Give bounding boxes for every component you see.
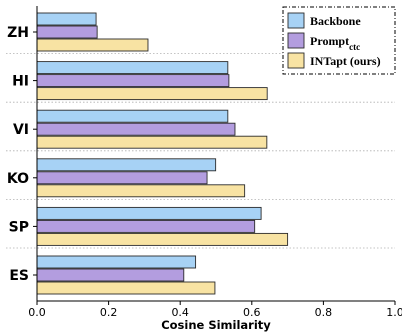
bars	[36, 12, 289, 295]
x-axis-title: Cosine Similarity	[161, 318, 271, 332]
category-label: ES	[9, 268, 29, 284]
bar-es-series-3	[36, 281, 216, 295]
x-tick-label: 0.2	[100, 306, 118, 319]
legend-swatch	[287, 32, 305, 49]
x-tick-label: 0.8	[315, 306, 333, 319]
x-axis: 0.0 0.2 0.4 0.6 0.8 1.0	[28, 6, 402, 319]
legend-label: Backbone	[310, 14, 361, 28]
legend-swatch	[287, 12, 305, 29]
bar-vi-series-3	[36, 135, 268, 149]
bar-sp-series-1	[36, 206, 262, 220]
bar-zh-series-2	[36, 25, 98, 39]
category-label: HI	[12, 74, 29, 90]
bar-sp-series-2	[36, 219, 256, 233]
bar-zh-series-3	[36, 38, 149, 52]
legend-label: INTapt (ours)	[310, 54, 381, 68]
bar-vi-series-2	[36, 122, 236, 136]
bar-zh-series-1	[36, 12, 97, 26]
bar-ko-series-1	[36, 158, 217, 172]
bar-es-series-1	[36, 255, 197, 269]
category-label: VI	[13, 122, 29, 138]
legend: Backbone Promptctc INTapt (ours)	[282, 6, 396, 75]
x-tick-label: 0.0	[28, 306, 46, 319]
bar-ko-series-2	[36, 171, 208, 185]
bar-hi-series-2	[36, 74, 230, 88]
bar-es-series-2	[36, 268, 185, 282]
bar-hi-series-3	[36, 87, 268, 101]
x-tick-label: 0.6	[243, 306, 261, 319]
bar-vi-series-1	[36, 109, 229, 123]
x-tick-label: 0.4	[171, 306, 189, 319]
bar-hi-series-1	[36, 61, 229, 75]
category-label: KO	[7, 171, 29, 187]
x-tick-label: 1.0	[386, 306, 402, 319]
category-label: ZH	[7, 25, 29, 41]
legend-swatch	[287, 52, 305, 69]
category-label: SP	[9, 219, 29, 235]
category-labels: ZH HI VI KO SP ES	[7, 25, 37, 284]
legend-label: Promptctc	[310, 34, 360, 52]
bar-ko-series-3	[36, 184, 246, 198]
bar-sp-series-3	[36, 232, 289, 246]
